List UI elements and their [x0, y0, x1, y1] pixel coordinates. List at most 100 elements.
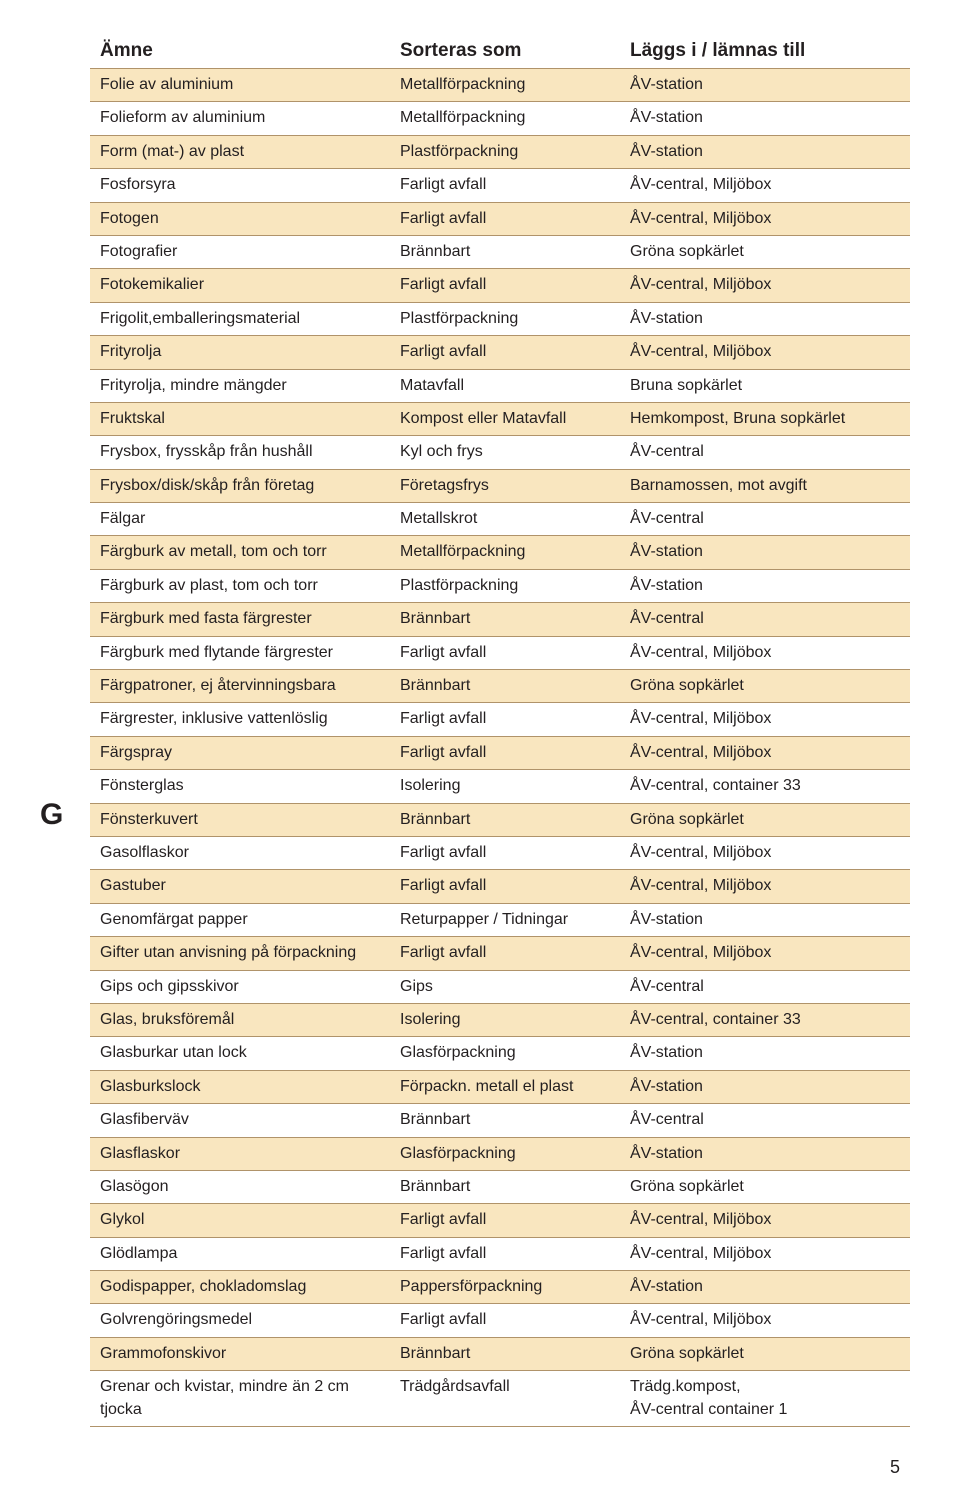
- table-row: Färgburk av metall, tom och torrMetallfö…: [90, 536, 910, 569]
- cell-destination: ÅV-central, container 33: [630, 775, 900, 797]
- cell-destination: ÅV-station: [630, 141, 900, 163]
- cell-destination: ÅV-central: [630, 1109, 900, 1131]
- cell-destination: ÅV-central, Miljöbox: [630, 742, 900, 764]
- cell-destination: ÅV-central, Miljöbox: [630, 875, 900, 897]
- cell-subject: Grammofonskivor: [100, 1343, 400, 1365]
- cell-destination: ÅV-central, Miljöbox: [630, 942, 900, 964]
- table-header: Ämne Sorteras som Läggs i / lämnas till: [90, 40, 910, 68]
- cell-sorted-as: Glasförpackning: [400, 1143, 630, 1165]
- cell-sorted-as: Farligt avfall: [400, 942, 630, 964]
- cell-sorted-as: Förpackn. metall el plast: [400, 1076, 630, 1098]
- table-row: Folieform av aluminiumMetallförpackningÅ…: [90, 102, 910, 135]
- cell-sorted-as: Farligt avfall: [400, 174, 630, 196]
- cell-subject: Glasfiberväv: [100, 1109, 400, 1131]
- cell-sorted-as: Farligt avfall: [400, 842, 630, 864]
- cell-destination: ÅV-station: [630, 74, 900, 96]
- cell-destination: ÅV-central: [630, 976, 900, 998]
- cell-destination: ÅV-central: [630, 441, 900, 463]
- header-col-sorted-as: Sorteras som: [400, 40, 630, 62]
- cell-sorted-as: Brännbart: [400, 675, 630, 697]
- cell-sorted-as: Metallskrot: [400, 508, 630, 530]
- cell-destination: ÅV-station: [630, 1143, 900, 1165]
- cell-sorted-as: Farligt avfall: [400, 1243, 630, 1265]
- cell-subject: Folieform av aluminium: [100, 107, 400, 129]
- table-row: FosforsyraFarligt avfallÅV-central, Milj…: [90, 169, 910, 202]
- table-row: Glasburkar utan lockGlasförpackningÅV-st…: [90, 1037, 910, 1070]
- cell-subject: Gifter utan anvisning på förpackning: [100, 942, 400, 964]
- table-row: GolvrengöringsmedelFarligt avfallÅV-cent…: [90, 1304, 910, 1337]
- header-col-subject: Ämne: [100, 40, 400, 62]
- cell-sorted-as: Brännbart: [400, 1109, 630, 1131]
- table-row: GlödlampaFarligt avfallÅV-central, Miljö…: [90, 1238, 910, 1271]
- cell-subject: Frysbox/disk/skåp från företag: [100, 475, 400, 497]
- cell-subject: Glasflaskor: [100, 1143, 400, 1165]
- cell-subject: Form (mat-) av plast: [100, 141, 400, 163]
- section-letter: G: [40, 798, 63, 832]
- cell-destination: ÅV-station: [630, 575, 900, 597]
- cell-destination: ÅV-central, Miljöbox: [630, 1209, 900, 1231]
- cell-subject: Färgburk av plast, tom och torr: [100, 575, 400, 597]
- cell-destination: ÅV-central, Miljöbox: [630, 274, 900, 296]
- table-row: GlykolFarligt avfallÅV-central, Miljöbox: [90, 1204, 910, 1237]
- cell-subject: Fotografier: [100, 241, 400, 263]
- cell-subject: Fönsterglas: [100, 775, 400, 797]
- cell-subject: Gips och gipsskivor: [100, 976, 400, 998]
- cell-subject: Fosforsyra: [100, 174, 400, 196]
- cell-subject: Färgrester, inklusive vattenlöslig: [100, 708, 400, 730]
- table-row: GlasfibervävBrännbartÅV-central: [90, 1104, 910, 1137]
- cell-subject: Fälgar: [100, 508, 400, 530]
- cell-subject: Fotogen: [100, 208, 400, 230]
- cell-subject: Fotokemikalier: [100, 274, 400, 296]
- cell-destination: Hemkompost, Bruna sopkärlet: [630, 408, 900, 430]
- table-row: Genomfärgat papperReturpapper / Tidninga…: [90, 904, 910, 937]
- cell-destination: ÅV-station: [630, 308, 900, 330]
- cell-destination: Barnamossen, mot avgift: [630, 475, 900, 497]
- cell-sorted-as: Brännbart: [400, 241, 630, 263]
- table-row: FälgarMetallskrotÅV-central: [90, 503, 910, 536]
- cell-subject: Färgburk av metall, tom och torr: [100, 541, 400, 563]
- table-row: GlasögonBrännbartGröna sopkärlet: [90, 1171, 910, 1204]
- cell-subject: Genomfärgat papper: [100, 909, 400, 931]
- table-row: FotogenFarligt avfallÅV-central, Miljöbo…: [90, 203, 910, 236]
- table-row: FönsterglasIsoleringÅV-central, containe…: [90, 770, 910, 803]
- cell-destination: ÅV-central, Miljöbox: [630, 208, 900, 230]
- cell-sorted-as: Gips: [400, 976, 630, 998]
- table-row: FotografierBrännbartGröna sopkärlet: [90, 236, 910, 269]
- cell-subject: Glasburkslock: [100, 1076, 400, 1098]
- table-row: GrammofonskivorBrännbartGröna sopkärlet: [90, 1338, 910, 1371]
- cell-sorted-as: Farligt avfall: [400, 742, 630, 764]
- cell-sorted-as: Kompost eller Matavfall: [400, 408, 630, 430]
- cell-destination: Gröna sopkärlet: [630, 241, 900, 263]
- cell-sorted-as: Farligt avfall: [400, 875, 630, 897]
- cell-sorted-as: Brännbart: [400, 608, 630, 630]
- cell-destination: Gröna sopkärlet: [630, 1176, 900, 1198]
- cell-sorted-as: Farligt avfall: [400, 341, 630, 363]
- table-row: Färgpatroner, ej återvinningsbaraBrännba…: [90, 670, 910, 703]
- table-row: FotokemikalierFarligt avfallÅV-central, …: [90, 269, 910, 302]
- cell-subject: Glas, bruksföremål: [100, 1009, 400, 1031]
- table-row: Färgburk med flytande färgresterFarligt …: [90, 637, 910, 670]
- table-body: Folie av aluminiumMetallförpackningÅV-st…: [90, 68, 910, 1427]
- cell-sorted-as: Företagsfrys: [400, 475, 630, 497]
- cell-subject: Färgburk med fasta färgrester: [100, 608, 400, 630]
- table-row: Frysbox/disk/skåp från företagFöretagsfr…: [90, 470, 910, 503]
- table-row: FönsterkuvertBrännbartGröna sopkärlet: [90, 804, 910, 837]
- table-row: GasolflaskorFarligt avfallÅV-central, Mi…: [90, 837, 910, 870]
- cell-sorted-as: Isolering: [400, 1009, 630, 1031]
- cell-subject: Frityrolja: [100, 341, 400, 363]
- table-row: FrityroljaFarligt avfallÅV-central, Milj…: [90, 336, 910, 369]
- cell-sorted-as: Plastförpackning: [400, 141, 630, 163]
- cell-sorted-as: Brännbart: [400, 1176, 630, 1198]
- cell-sorted-as: Brännbart: [400, 809, 630, 831]
- cell-destination: ÅV-station: [630, 541, 900, 563]
- table-row: Folie av aluminiumMetallförpackningÅV-st…: [90, 69, 910, 102]
- cell-sorted-as: Plastförpackning: [400, 308, 630, 330]
- cell-destination: ÅV-station: [630, 1276, 900, 1298]
- cell-subject: Fönsterkuvert: [100, 809, 400, 831]
- table-row: Frityrolja, mindre mängderMatavfallBruna…: [90, 370, 910, 403]
- cell-subject: Frityrolja, mindre mängder: [100, 375, 400, 397]
- cell-sorted-as: Farligt avfall: [400, 708, 630, 730]
- header-col-destination: Läggs i / lämnas till: [630, 40, 900, 62]
- cell-subject: Golvrengöringsmedel: [100, 1309, 400, 1331]
- cell-subject: Frigolit,emballeringsmaterial: [100, 308, 400, 330]
